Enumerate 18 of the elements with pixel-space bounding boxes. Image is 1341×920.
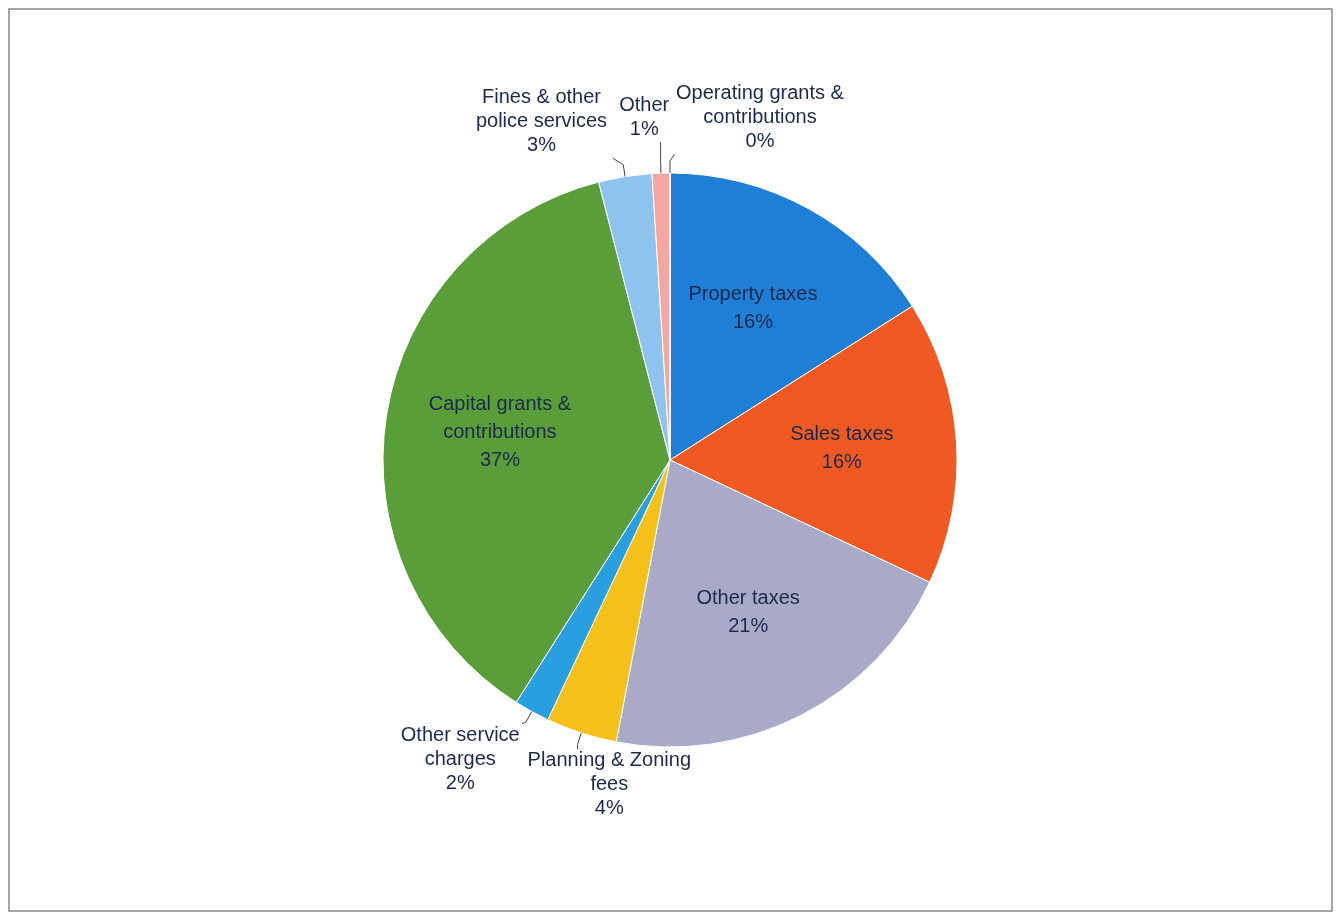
data-label: 16% [732, 310, 774, 333]
data-label: 2% [445, 770, 475, 793]
slice-label: Other taxes [696, 586, 800, 609]
slice-label: Other service charges [400, 722, 520, 769]
data-label: 37% [479, 448, 521, 471]
data-label: 16% [821, 450, 863, 473]
slice-label: Capital grants & contributions [428, 392, 572, 443]
slice-label: Property taxes [688, 282, 818, 305]
data-label: 3% [527, 133, 557, 156]
slice-label: Fines & other police services [475, 85, 608, 132]
slice-label: Other [619, 93, 670, 116]
category-label: Operating grants & contributions [676, 81, 844, 128]
data-label: 21% [728, 614, 769, 637]
data-label: 1% [629, 117, 659, 140]
text: 0% [745, 129, 775, 152]
slice-label: Sales taxes [790, 422, 894, 445]
data-label: 4% [594, 796, 624, 819]
slice-label: Planning & Zoning fees [527, 748, 692, 795]
